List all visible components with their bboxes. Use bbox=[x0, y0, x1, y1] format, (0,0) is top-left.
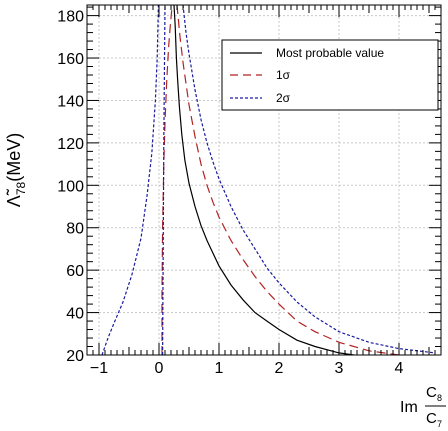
x-tick-label: 0 bbox=[155, 360, 164, 377]
y-tick-label: 140 bbox=[57, 93, 84, 110]
series-line-dashed bbox=[176, 5, 405, 355]
y-tick-label: 20 bbox=[66, 348, 84, 365]
series-line-dashed bbox=[161, 5, 173, 355]
y-tick-label: 120 bbox=[57, 136, 84, 153]
y-tick-label: 80 bbox=[66, 221, 84, 238]
y-axis-subscript: 78 bbox=[14, 181, 28, 195]
legend-label-2sigma: 2σ bbox=[276, 91, 291, 105]
legend-label-1sigma: 1σ bbox=[276, 68, 291, 82]
x-axis-denominator-sub: 7 bbox=[437, 419, 442, 429]
ticks: −1 0 1 2 3 4 20 40 60 80 100 120 140 160 180 bbox=[57, 5, 442, 377]
series-line-dotted bbox=[101, 5, 159, 355]
x-tick-label: 4 bbox=[395, 360, 404, 377]
x-tick-label: 3 bbox=[335, 360, 344, 377]
series-line-solid bbox=[173, 5, 359, 355]
x-tick-label: 2 bbox=[275, 360, 284, 377]
y-axis-title: Λ̃78(MeV) bbox=[4, 133, 28, 207]
y-axis-unit: (MeV) bbox=[4, 133, 24, 182]
legend-label-most-probable: Most probable value bbox=[276, 46, 384, 60]
plot-frame bbox=[86, 4, 442, 356]
y-tick-label: 100 bbox=[57, 178, 84, 195]
svg-text:Λ̃78(MeV): Λ̃78(MeV) bbox=[4, 133, 28, 207]
x-axis-denominator: C bbox=[426, 410, 437, 427]
x-axis-numerator: C bbox=[426, 384, 437, 401]
x-axis-im: Im bbox=[400, 399, 418, 416]
x-axis-title: Im C 8 C 7 bbox=[400, 384, 446, 429]
x-tick-label: 1 bbox=[215, 360, 224, 377]
x-axis-numerator-sub: 8 bbox=[437, 393, 442, 403]
y-tick-label: 180 bbox=[57, 9, 84, 26]
y-tick-label: 60 bbox=[66, 263, 84, 280]
x-tick-label: −1 bbox=[90, 360, 108, 377]
legend: Most probable value 1σ 2σ bbox=[221, 39, 439, 111]
curves bbox=[101, 5, 436, 355]
y-tick-label: 160 bbox=[57, 51, 84, 68]
series-line-dotted bbox=[162, 5, 166, 355]
y-tick-label: 40 bbox=[66, 306, 84, 323]
series-line-dotted bbox=[182, 5, 436, 354]
